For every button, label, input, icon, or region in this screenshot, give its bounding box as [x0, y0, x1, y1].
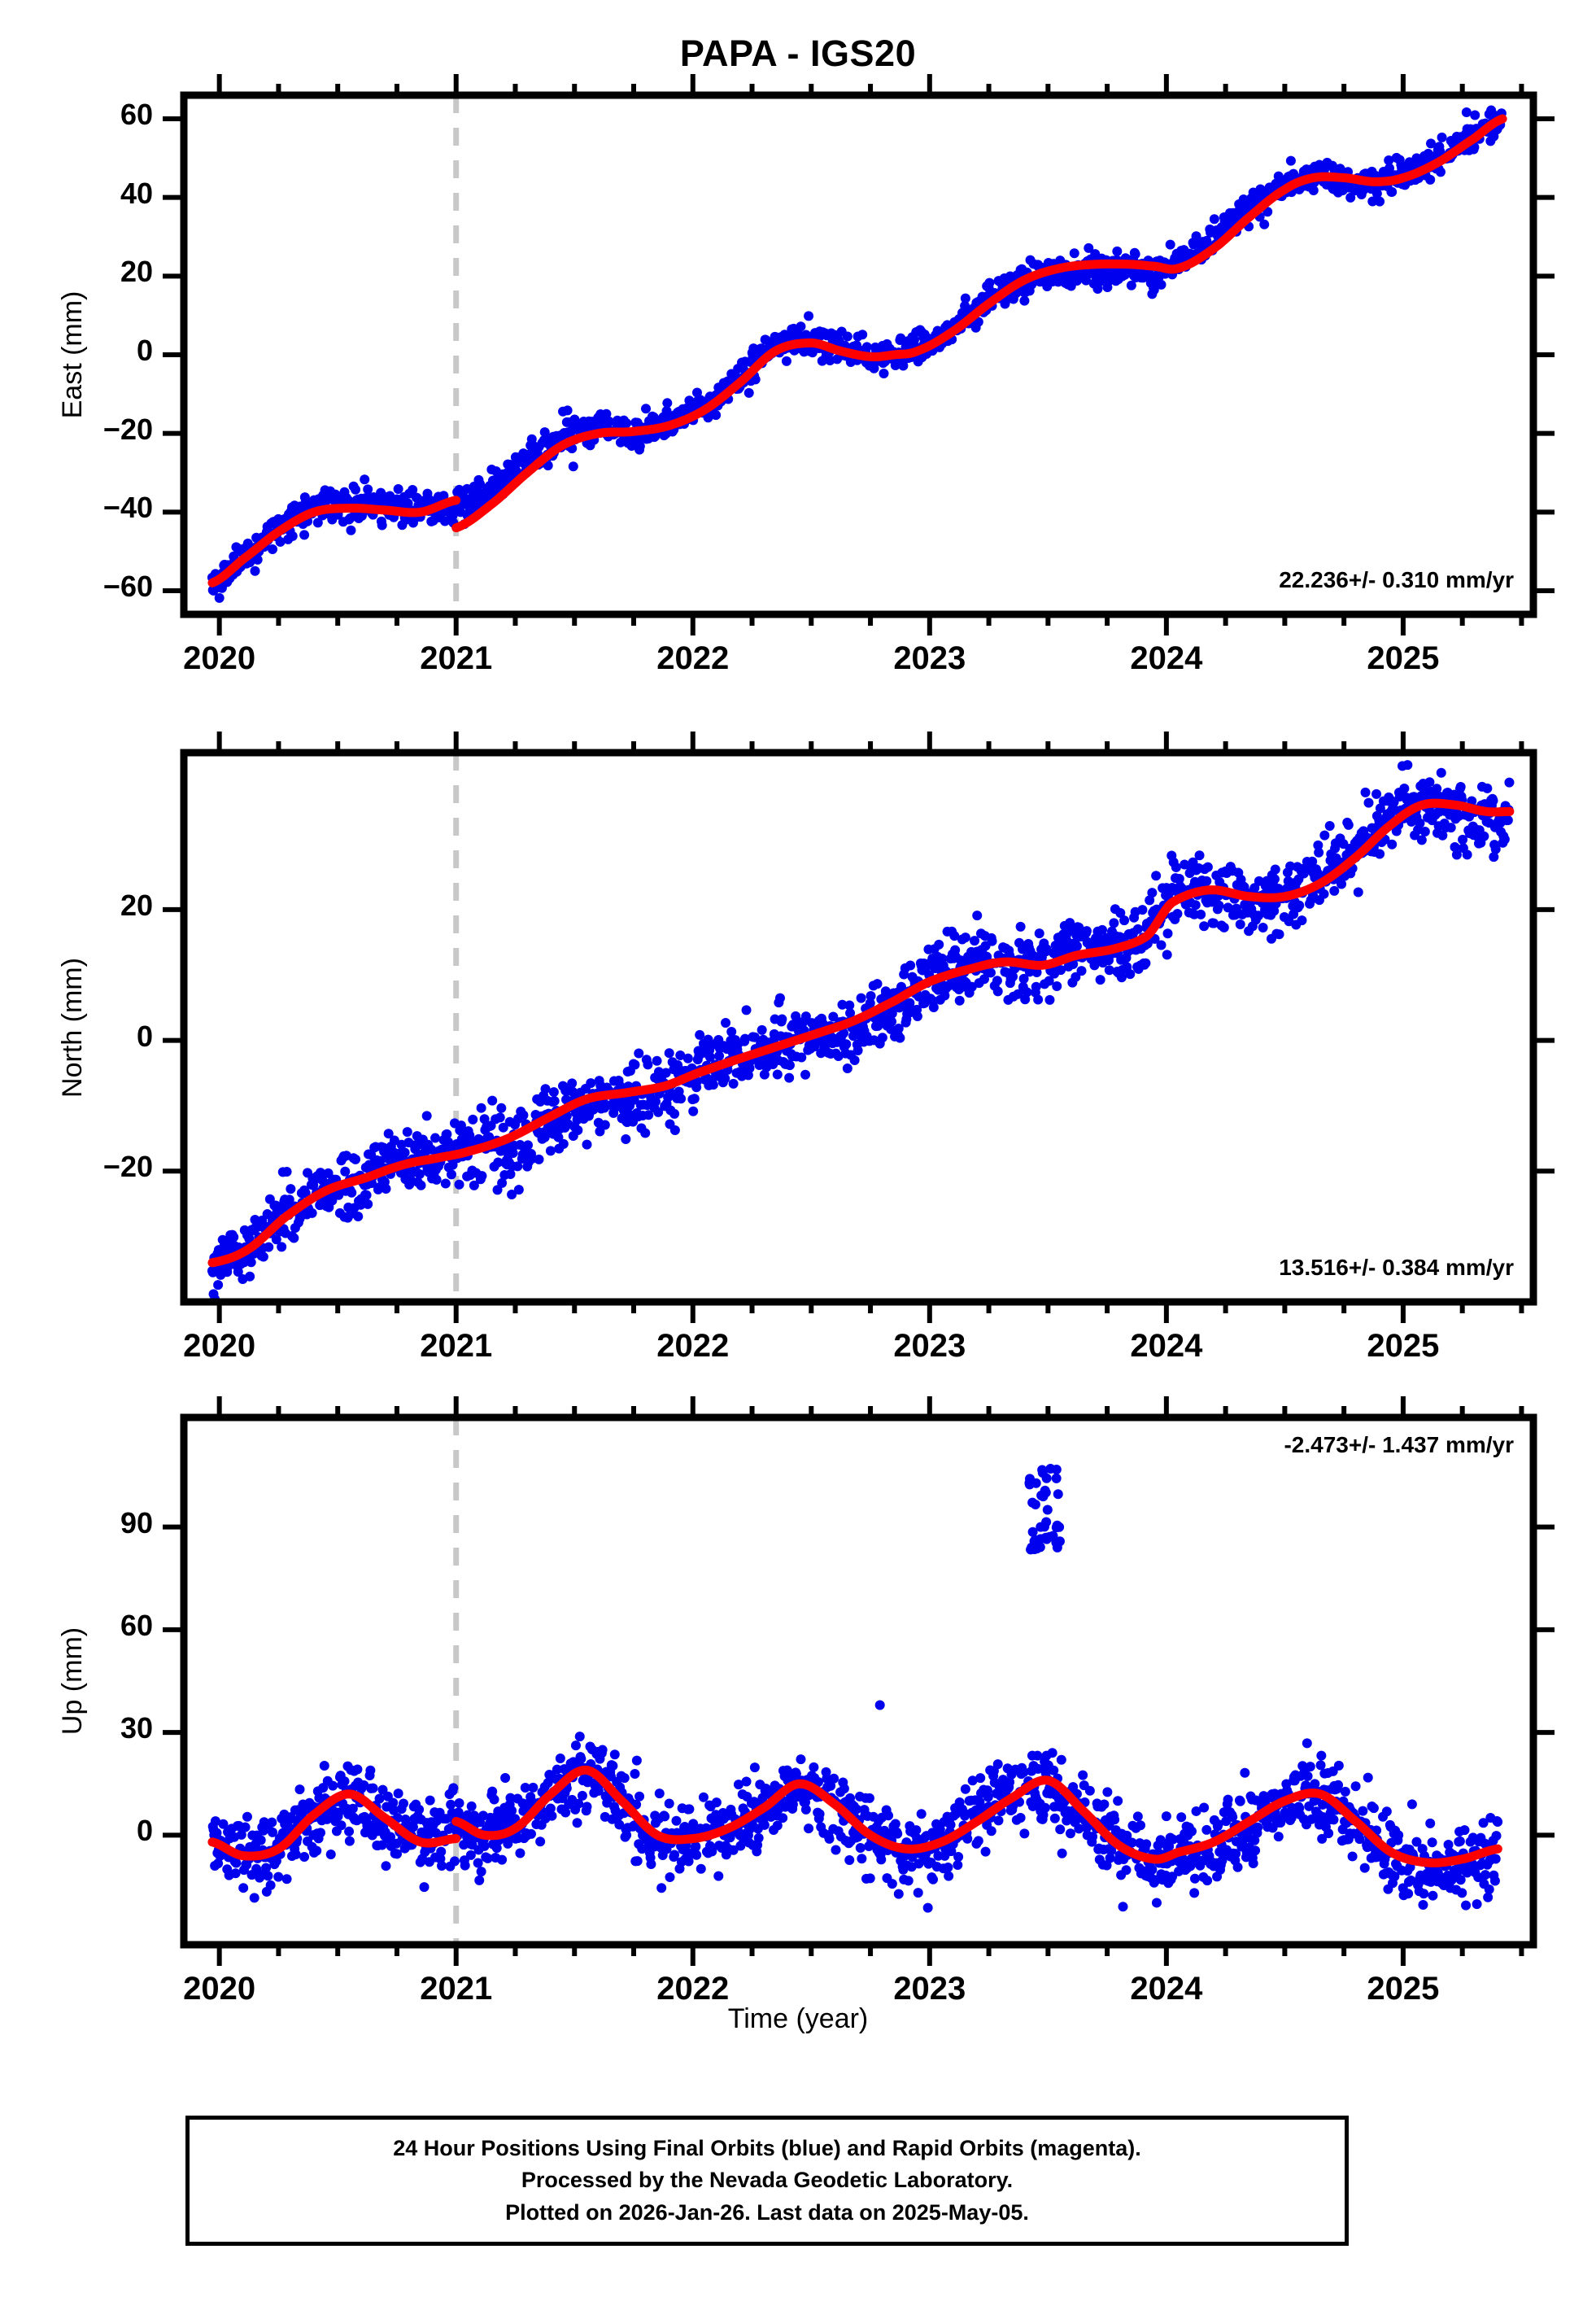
axis-frame-up: [180, 1413, 1537, 1949]
x-tick-label-east: 2021: [420, 640, 493, 676]
y-tick-label-north: 0: [136, 1019, 153, 1053]
y-tick-label-east: −60: [102, 570, 153, 603]
model-curve-up: [451, 1765, 1502, 1867]
data-points-up: [207, 1463, 1503, 1913]
y-tick-label-up: 60: [120, 1608, 153, 1642]
x-tick-label-up: 2024: [1130, 1971, 1203, 2007]
x-tick-label-east: 2025: [1367, 640, 1440, 676]
y-ticks-north: [163, 906, 1555, 1174]
y-tick-label-north: −20: [102, 1150, 153, 1184]
x-axis-label: Time (year): [727, 2003, 869, 2034]
x-tick-label-east: 2023: [893, 640, 966, 676]
model-curve-east: [207, 496, 461, 587]
model-curve-north: [207, 798, 1515, 1268]
model-curve-up: [207, 1789, 461, 1861]
x-tick-label-north: 2024: [1130, 1328, 1203, 1364]
x-tick-label-north: 2021: [420, 1328, 493, 1364]
x-ticks-up: [216, 1396, 1524, 1966]
data-points-east: [207, 105, 1507, 603]
rate-annotation-east: 22.236+/- 0.310 mm/yr: [1279, 567, 1514, 592]
x-tick-label-up: 2020: [183, 1971, 256, 2007]
rate-annotation-up: -2.473+/- 1.437 mm/yr: [1284, 1432, 1514, 1457]
x-tick-label-east: 2020: [183, 640, 256, 676]
y-tick-label-up: 90: [120, 1505, 153, 1540]
model-curve-east: [451, 114, 1507, 533]
x-tick-label-north: 2023: [893, 1328, 966, 1364]
y-axis-label-up: Up (mm): [57, 1627, 88, 1736]
footer-line-2: Processed by the Nevada Geodetic Laborat…: [521, 2168, 1014, 2193]
y-tick-label-up: 30: [120, 1711, 153, 1745]
x-tick-label-north: 2025: [1367, 1328, 1440, 1364]
rate-annotation-north: 13.516+/- 0.384 mm/yr: [1279, 1255, 1514, 1280]
y-ticks-east: [163, 116, 1555, 593]
y-tick-label-east: 60: [120, 98, 153, 131]
axis-frame-north: [180, 749, 1537, 1306]
y-axis-label-north: North (mm): [57, 957, 88, 1098]
x-tick-label-up: 2025: [1367, 1971, 1440, 2007]
x-tick-label-north: 2022: [656, 1328, 730, 1364]
y-tick-label-east: 40: [120, 176, 153, 210]
y-tick-label-east: 20: [120, 255, 153, 289]
page-title: PAPA - IGS20: [679, 33, 917, 74]
footer-box: 24 Hour Positions Using Final Orbits (bl…: [185, 2116, 1349, 2246]
x-ticks-north: [216, 732, 1524, 1323]
x-tick-label-up: 2021: [420, 1971, 493, 2007]
data-points-north: [207, 760, 1515, 1304]
x-tick-label-east: 2024: [1130, 640, 1203, 676]
x-tick-label-up: 2022: [656, 1971, 730, 2007]
y-tick-label-east: −40: [102, 491, 153, 525]
footer-line-1: 24 Hour Positions Using Final Orbits (bl…: [393, 2136, 1141, 2161]
x-tick-label-up: 2023: [893, 1971, 966, 2007]
x-ticks-east: [216, 74, 1524, 635]
axis-frame-east: [180, 91, 1537, 618]
y-axis-label-east: East (mm): [57, 290, 88, 419]
y-tick-label-up: 0: [136, 1814, 153, 1848]
x-tick-label-east: 2022: [656, 640, 730, 676]
y-tick-label-east: 0: [136, 334, 153, 367]
x-tick-label-north: 2020: [183, 1328, 256, 1364]
y-ticks-up: [163, 1524, 1555, 1838]
y-tick-label-east: −20: [102, 412, 153, 446]
footer-line-3: Plotted on 2026-Jan-26. Last data on 202…: [505, 2199, 1029, 2225]
y-tick-label-north: 20: [120, 888, 153, 922]
